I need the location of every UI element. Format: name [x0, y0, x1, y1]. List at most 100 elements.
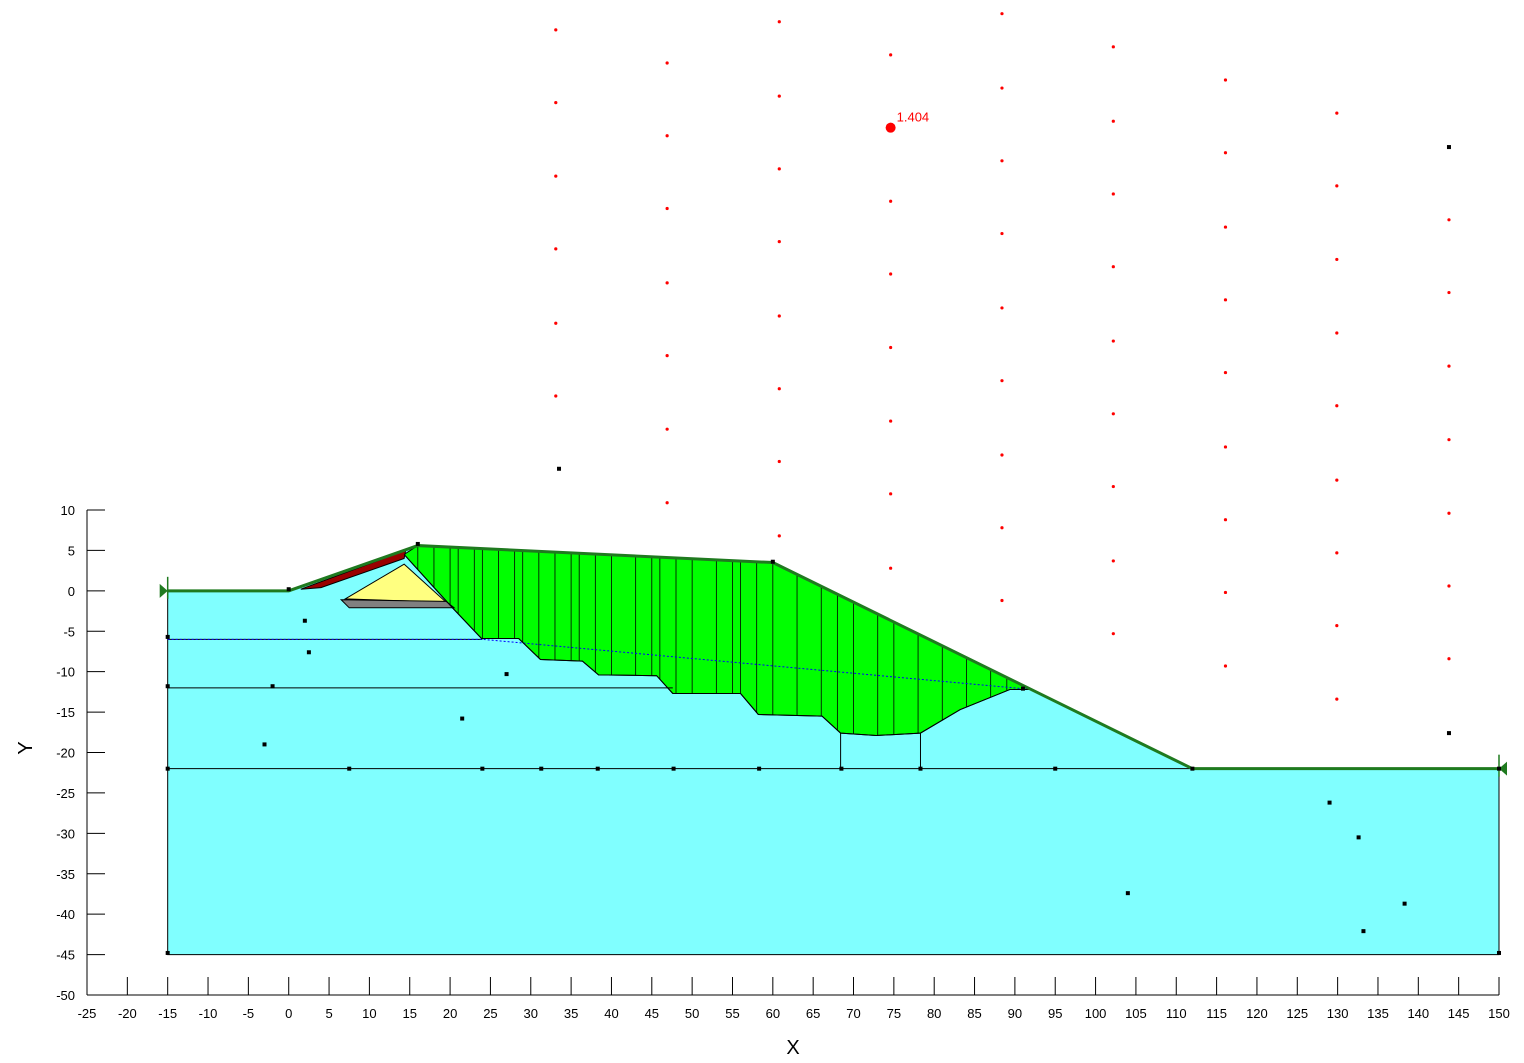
point — [263, 742, 267, 746]
point — [918, 767, 922, 771]
boundary-marker — [160, 584, 168, 598]
x-tick-label: -5 — [243, 1006, 255, 1021]
x-tick-label: 15 — [403, 1006, 417, 1021]
grid-point — [1447, 218, 1450, 221]
x-tick-label: 80 — [927, 1006, 941, 1021]
point — [480, 767, 484, 771]
x-tick-label: 95 — [1048, 1006, 1062, 1021]
point — [672, 767, 676, 771]
grid-point — [1447, 657, 1450, 660]
grid-point — [889, 272, 892, 275]
point — [1053, 767, 1057, 771]
point — [1126, 891, 1130, 895]
grid-point — [889, 200, 892, 203]
x-tick-label: 85 — [967, 1006, 981, 1021]
point — [1021, 687, 1025, 691]
grid-point — [666, 428, 669, 431]
grid-point — [1224, 591, 1227, 594]
x-tick-label: 125 — [1286, 1006, 1308, 1021]
y-tick-label: -50 — [56, 988, 75, 1003]
x-tick-label: 60 — [766, 1006, 780, 1021]
x-tick-label: 30 — [524, 1006, 538, 1021]
x-tick-label: 0 — [285, 1006, 292, 1021]
point — [757, 767, 761, 771]
grid-point — [554, 101, 557, 104]
point — [460, 717, 464, 721]
grid-point — [1000, 599, 1003, 602]
y-tick-label: -20 — [56, 746, 75, 761]
grid-point — [1112, 485, 1115, 488]
point — [505, 672, 509, 676]
point — [1447, 731, 1451, 735]
x-tick-label: 90 — [1008, 1006, 1022, 1021]
grid-point — [554, 394, 557, 397]
grid-point — [1335, 624, 1338, 627]
x-tick-label: 65 — [806, 1006, 820, 1021]
x-tick-label: 140 — [1407, 1006, 1429, 1021]
grid-point — [1335, 478, 1338, 481]
point — [1497, 767, 1501, 771]
grid-point — [1112, 412, 1115, 415]
grid-point — [1112, 192, 1115, 195]
x-tick-label: 20 — [443, 1006, 457, 1021]
grid-point — [1112, 45, 1115, 48]
grid-point — [778, 314, 781, 317]
critical-center — [886, 123, 896, 133]
y-tick-label: -40 — [56, 907, 75, 922]
grid-point — [1000, 379, 1003, 382]
x-tick-label: 40 — [604, 1006, 618, 1021]
point — [271, 684, 275, 688]
x-tick-label: 120 — [1246, 1006, 1268, 1021]
point — [287, 587, 291, 591]
grid-point — [1447, 438, 1450, 441]
y-tick-label: -5 — [63, 624, 75, 639]
point — [596, 767, 600, 771]
x-tick-label: -20 — [118, 1006, 137, 1021]
grid-point — [1112, 632, 1115, 635]
grid-point — [554, 247, 557, 250]
point — [1328, 801, 1332, 805]
grid-point — [1000, 306, 1003, 309]
grid-point — [889, 346, 892, 349]
grid-point — [666, 501, 669, 504]
grid-point — [1112, 120, 1115, 123]
grid-point — [666, 207, 669, 210]
x-tick-label: -10 — [199, 1006, 218, 1021]
point — [1497, 951, 1501, 955]
grid-point — [778, 240, 781, 243]
point — [303, 619, 307, 623]
grid-point — [778, 95, 781, 98]
x-tick-label: -25 — [78, 1006, 97, 1021]
x-tick-label: 50 — [685, 1006, 699, 1021]
x-tick-label: 115 — [1206, 1006, 1227, 1021]
grid-point — [1447, 512, 1450, 515]
x-tick-label: -15 — [158, 1006, 177, 1021]
grid-point — [1224, 518, 1227, 521]
point — [839, 767, 843, 771]
x-tick-label: 135 — [1367, 1006, 1389, 1021]
grid-point — [1335, 258, 1338, 261]
grid-point — [1335, 331, 1338, 334]
grid-point — [1335, 698, 1338, 701]
point — [539, 767, 543, 771]
x-axis-label: X — [786, 1037, 799, 1059]
x-tick-label: 110 — [1166, 1006, 1187, 1021]
point — [557, 467, 561, 471]
x-tick-label: 100 — [1085, 1006, 1107, 1021]
grid-point — [1335, 551, 1338, 554]
y-tick-label: -30 — [56, 826, 75, 841]
grid-point — [889, 419, 892, 422]
grid-point — [666, 281, 669, 284]
grid-point — [889, 567, 892, 570]
factor-of-safety: 1.404 — [897, 110, 930, 125]
point — [347, 767, 351, 771]
grid-point — [1224, 371, 1227, 374]
grid-point — [1335, 112, 1338, 115]
y-tick-label: 10 — [61, 503, 75, 518]
point — [166, 635, 170, 639]
chart: X Y 1.404-25-20-15-10-505101520253035404… — [0, 0, 1524, 1063]
grid-point — [1112, 339, 1115, 342]
grid-point — [1224, 78, 1227, 81]
x-tick-label: 70 — [846, 1006, 860, 1021]
grid-point — [1447, 365, 1450, 368]
